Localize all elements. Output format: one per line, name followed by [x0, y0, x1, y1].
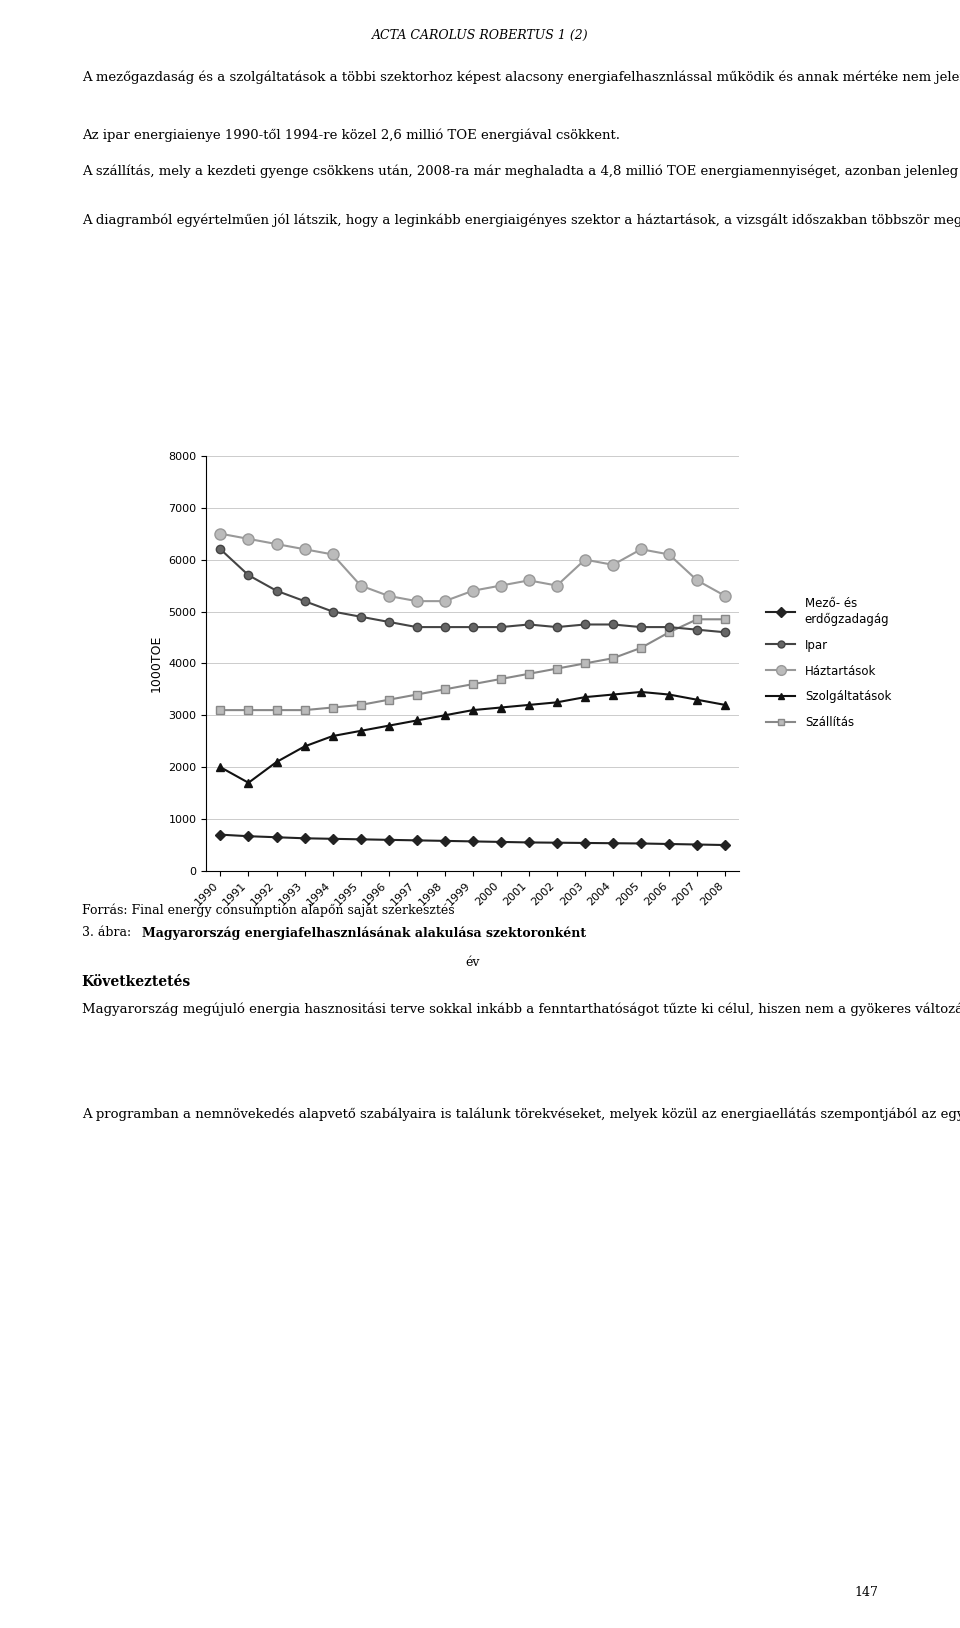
Legend: Mező- és
erdőgzadagág, Ipar, Háztartások, Szolgáltatások, Szállítás: Mező- és erdőgzadagág, Ipar, Háztartások… — [761, 593, 896, 734]
Text: Következtetés: Következtetés — [82, 975, 191, 990]
Y-axis label: 1000TOE: 1000TOE — [150, 635, 163, 692]
Text: év: év — [466, 956, 480, 969]
Text: Az ipar energiaienye 1990-től 1994-re közel 2,6 millió TOE energiával csökkent.: Az ipar energiaienye 1990-től 1994-re kö… — [82, 129, 619, 142]
Text: Forrás: Final energy consumption alapőn saját szerkesztés: Forrás: Final energy consumption alapőn … — [82, 904, 454, 917]
Text: A mezőgazdaság és a szolgáltatások a többi szektorhoz képest alacsony energiafel: A mezőgazdaság és a szolgáltatások a töb… — [82, 70, 960, 83]
Text: 147: 147 — [854, 1586, 878, 1599]
Text: A diagramból egyértelműen jól látszik, hogy a leginkább energiaigényes szektor a: A diagramból egyértelműen jól látszik, h… — [82, 213, 960, 226]
Text: 3. ábra:: 3. ábra: — [82, 926, 134, 939]
Text: ACTA CAROLUS ROBERTUS 1 (2): ACTA CAROLUS ROBERTUS 1 (2) — [372, 29, 588, 42]
Text: A szállítás, mely a kezdeti gyenge csökkens után, 2008-ra már meghaladta a 4,8 m: A szállítás, mely a kezdeti gyenge csökk… — [82, 164, 960, 177]
Text: Magyarország energiafelhasznlásának alakulása szektoronként: Magyarország energiafelhasznlásának alak… — [142, 926, 587, 939]
Text: Magyarország megújuló energia hasznositási terve sokkal inkább a fenntarthatóság: Magyarország megújuló energia hasznositá… — [82, 1003, 960, 1016]
Text: A programban a nemnövekedés alapvető szabályaira is találunk törekvéseket, melye: A programban a nemnövekedés alapvető sza… — [82, 1107, 960, 1120]
